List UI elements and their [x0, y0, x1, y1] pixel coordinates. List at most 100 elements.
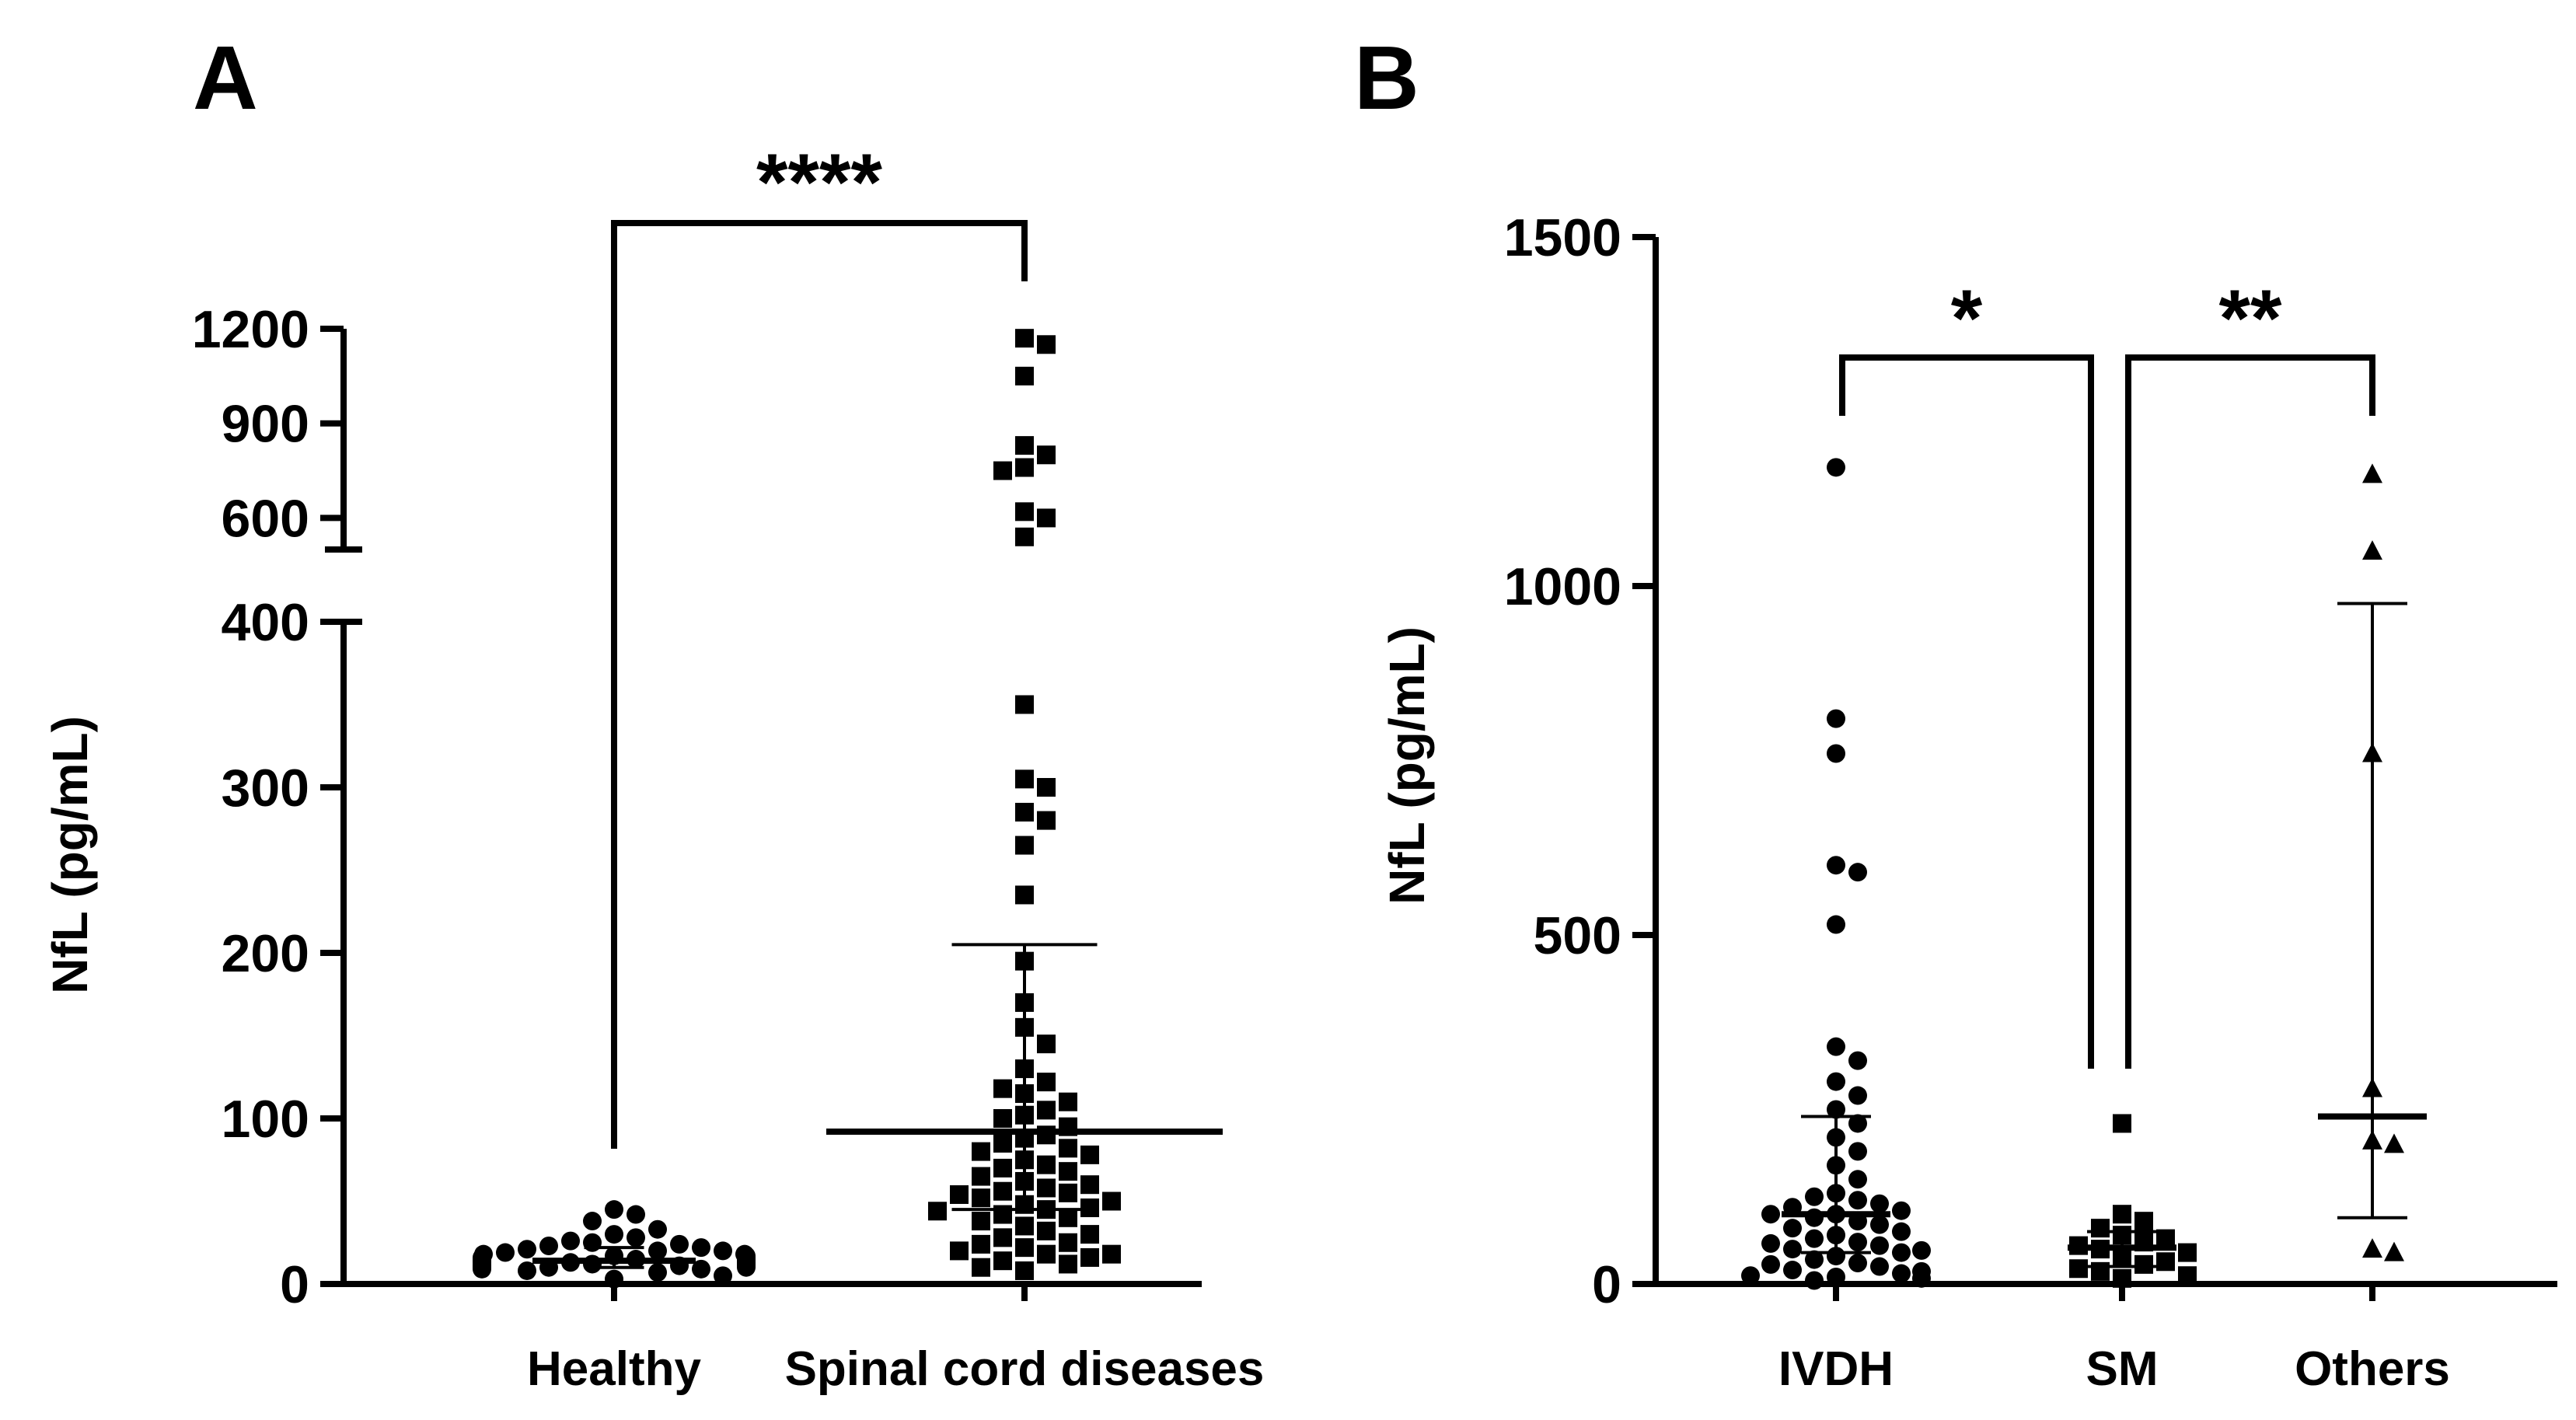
- data-point: [1848, 1086, 1867, 1105]
- data-point: [2362, 540, 2382, 560]
- data-point: [993, 1251, 1012, 1271]
- data-point: [1827, 1268, 1845, 1287]
- data-point: [993, 1158, 1012, 1178]
- data-point: [950, 1241, 969, 1261]
- y-tick-label: 1000: [1504, 557, 1621, 616]
- data-point: [1741, 1266, 1760, 1286]
- data-point: [993, 1133, 1012, 1153]
- data-point: [561, 1231, 580, 1251]
- data-point: [1037, 335, 1056, 354]
- panel-b-median-iqr: [1782, 602, 2427, 1268]
- panel-a-category-label: Spinal cord diseases: [785, 1342, 1265, 1396]
- data-point: [1892, 1264, 1911, 1283]
- data-point: [1827, 744, 1845, 763]
- data-point: [1892, 1222, 1911, 1241]
- data-point: [1037, 1178, 1056, 1198]
- significance-label: **: [2219, 274, 2282, 364]
- panel-a-points: [473, 329, 1121, 1289]
- panel-b-category-label: Others: [2295, 1342, 2450, 1396]
- data-point: [1805, 1187, 1824, 1206]
- data-point: [1848, 1170, 1867, 1189]
- data-point: [518, 1240, 536, 1259]
- data-point: [1827, 1037, 1845, 1056]
- data-point: [1848, 863, 1867, 882]
- data-point: [1848, 1114, 1867, 1133]
- data-point: [993, 1228, 1012, 1247]
- data-point: [605, 1225, 623, 1244]
- data-point: [1827, 1072, 1845, 1091]
- y-tick-label: 600: [222, 489, 309, 548]
- data-point: [605, 1200, 623, 1219]
- data-point: [1037, 1155, 1056, 1174]
- data-point: [648, 1219, 667, 1239]
- data-point: [1037, 445, 1056, 465]
- data-point: [1059, 1139, 1077, 1158]
- data-point: [1870, 1194, 1889, 1213]
- data-point: [1827, 856, 1845, 875]
- data-point: [1015, 1216, 1034, 1236]
- panel-a-label: A: [193, 27, 258, 128]
- panel-a-y-ticks: 0 100 200 300 400 600 900 1200: [192, 300, 344, 1314]
- data-point: [1805, 1271, 1824, 1290]
- data-point: [692, 1259, 710, 1279]
- data-point: [1015, 458, 1034, 477]
- data-point: [583, 1233, 602, 1252]
- data-point: [1015, 885, 1034, 905]
- data-point: [627, 1228, 645, 1247]
- significance-label: ****: [756, 138, 882, 228]
- data-point: [1080, 1225, 1099, 1244]
- data-point: [972, 1258, 990, 1277]
- data-point: [1912, 1240, 1931, 1260]
- data-point: [2069, 1259, 2088, 1279]
- data-point: [1015, 502, 1034, 522]
- data-point: [2156, 1252, 2175, 1272]
- data-point: [539, 1237, 558, 1256]
- data-point: [1848, 1142, 1867, 1161]
- data-point: [972, 1234, 990, 1254]
- data-point: [1827, 709, 1845, 728]
- data-point: [972, 1188, 990, 1208]
- data-point: [1015, 802, 1034, 822]
- data-point: [1827, 458, 1845, 477]
- data-point: [1037, 1034, 1056, 1054]
- data-point: [1848, 1191, 1867, 1210]
- data-point: [2362, 1238, 2382, 1258]
- data-point: [1870, 1215, 1889, 1234]
- panel-a-y-axis-label: NfL (pg/mL): [42, 716, 98, 994]
- data-point: [1080, 1175, 1099, 1195]
- data-point: [2384, 1133, 2404, 1153]
- data-point: [972, 1167, 990, 1186]
- data-point: [1912, 1261, 1931, 1281]
- panel-b-y-axis-label: NfL (pg/mL): [1379, 626, 1435, 905]
- data-point: [1783, 1261, 1802, 1280]
- data-point: [496, 1243, 515, 1262]
- significance-bracket: [611, 220, 1028, 1149]
- data-point: [1761, 1205, 1780, 1224]
- data-point: [1827, 1100, 1845, 1119]
- data-point: [1059, 1183, 1077, 1202]
- y-tick-label: 300: [222, 759, 309, 818]
- data-point: [2178, 1243, 2197, 1262]
- y-tick-label: 900: [222, 395, 309, 454]
- data-point: [2134, 1212, 2153, 1231]
- data-point: [2113, 1268, 2131, 1288]
- y-tick-label: 0: [1592, 1255, 1621, 1314]
- data-point: [648, 1263, 667, 1282]
- data-point: [2113, 1114, 2131, 1133]
- panel-b-points: [1741, 458, 2404, 1290]
- data-point: [2178, 1266, 2197, 1286]
- y-tick-label: 100: [222, 1090, 309, 1149]
- data-point: [928, 1202, 947, 1221]
- data-point: [2134, 1254, 2153, 1274]
- data-point: [714, 1266, 732, 1286]
- data-point: [1015, 329, 1034, 348]
- data-point: [583, 1254, 602, 1274]
- panel-a-median-iqr: [532, 943, 1223, 1269]
- data-point: [1015, 1261, 1034, 1280]
- significance-bracket: [2125, 354, 2375, 1069]
- data-point: [1102, 1191, 1121, 1211]
- data-point: [1848, 1051, 1867, 1070]
- data-point: [1059, 1208, 1077, 1227]
- data-point: [1015, 527, 1034, 546]
- data-point: [714, 1241, 732, 1261]
